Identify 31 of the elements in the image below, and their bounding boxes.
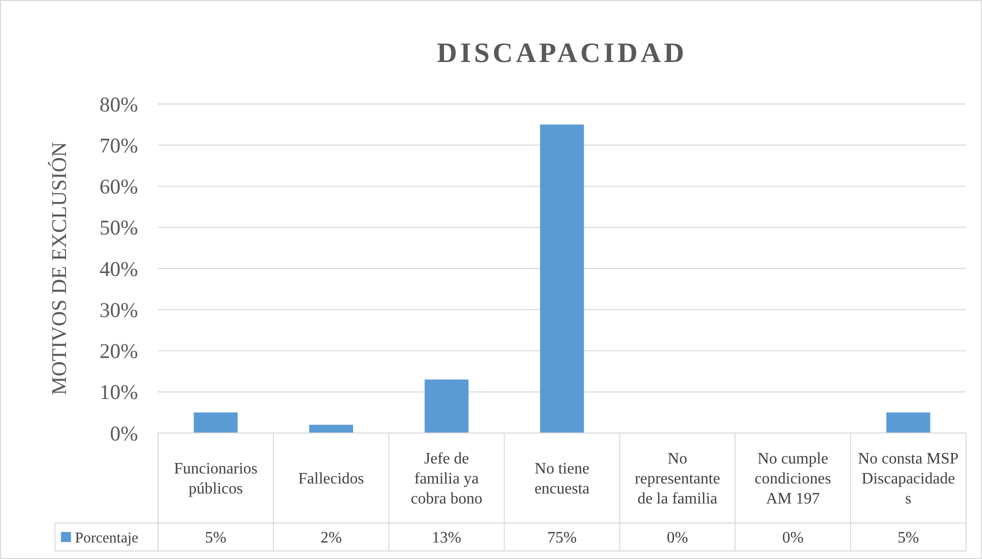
data-label: 2% bbox=[320, 530, 342, 547]
bar bbox=[886, 412, 930, 433]
data-label: 0% bbox=[666, 530, 688, 547]
bar bbox=[309, 424, 354, 433]
y-tick-label: 80% bbox=[100, 92, 138, 116]
x-tick-label: No tiene encuesta bbox=[534, 460, 590, 498]
chart-title: DISCAPACIDAD bbox=[436, 38, 688, 69]
y-tick-label: 40% bbox=[100, 256, 138, 281]
data-label: 5% bbox=[898, 530, 919, 547]
data-label: 75% bbox=[547, 530, 577, 547]
x-tick-label: No representante de la familia bbox=[634, 450, 720, 508]
y-tick-label: 60% bbox=[100, 174, 138, 199]
y-tick-label: 30% bbox=[100, 298, 138, 322]
x-tick-label: Funcionarios públicos bbox=[174, 460, 258, 498]
data-label: 13% bbox=[432, 530, 462, 547]
legend-label: Porcentaje bbox=[75, 530, 139, 546]
x-tick-label: No cumple condiciones AM 197 bbox=[754, 450, 832, 508]
y-axis-title: MOTIVOS DE EXCLUSIÓN bbox=[47, 142, 71, 396]
bar bbox=[540, 124, 584, 433]
x-tick-label: No consta MSP Discapacidades bbox=[858, 450, 959, 508]
data-label: 5% bbox=[205, 530, 226, 547]
y-tick-label: 10% bbox=[100, 380, 138, 404]
y-tick-label: 50% bbox=[100, 216, 138, 240]
bar bbox=[424, 380, 469, 433]
y-tick-label: 0% bbox=[110, 421, 138, 446]
y-tick-label: 70% bbox=[100, 133, 138, 158]
x-tick-label: Fallecidos bbox=[298, 470, 364, 488]
data-label: 0% bbox=[782, 530, 804, 547]
y-tick-label: 20% bbox=[100, 339, 138, 364]
bar bbox=[194, 412, 238, 433]
x-tick-label: Jefe de familia ya cobra bono bbox=[410, 450, 482, 508]
